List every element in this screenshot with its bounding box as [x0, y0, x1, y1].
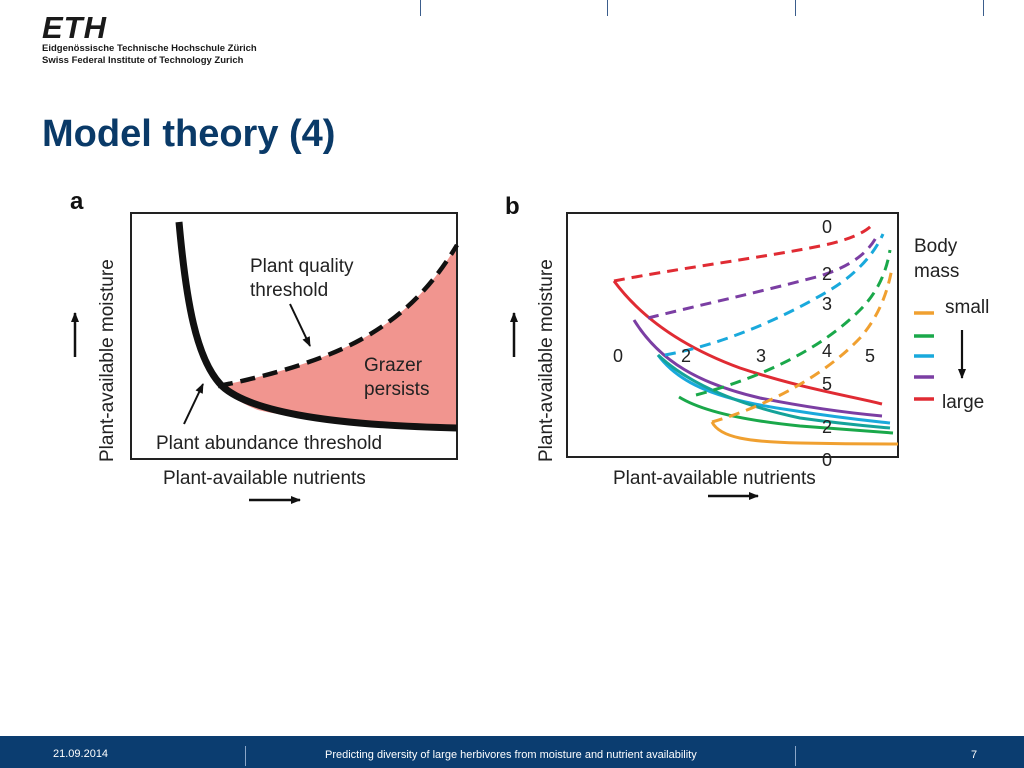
solid-curve-small-orange	[710, 421, 899, 446]
curve-number: 2	[681, 346, 691, 366]
footer-date: 21.09.2014	[53, 748, 109, 760]
legend-large-label: large	[942, 392, 984, 413]
solid-curve-large-red	[612, 280, 883, 406]
panel-a-frame	[130, 212, 458, 460]
header-divider	[420, 0, 421, 16]
dashed-curve-purple	[647, 233, 880, 320]
curve-number: 3	[822, 294, 832, 314]
curve-number: 0	[822, 450, 832, 470]
curve-number: 0	[822, 217, 832, 237]
label-plant-quality: Plant quality threshold	[250, 256, 359, 301]
panel-a-xlabel: Plant-available nutrients	[163, 468, 366, 489]
panel-a: a Plant quality threshold Grazer persist…	[70, 188, 459, 504]
dashed-curve-small-orange	[711, 267, 894, 424]
curve-number: 5	[822, 374, 832, 394]
dashed-curve-green	[695, 249, 892, 397]
eth-logo: ETH	[42, 10, 107, 45]
solid-curve-purple	[632, 319, 883, 418]
panel-a-ylabel: Plant-available moisture	[97, 259, 118, 462]
body-mass-legend: Body mass small large	[914, 236, 989, 413]
legend-small-label: small	[945, 297, 989, 318]
curve-number: 2	[822, 417, 832, 437]
footer-description: Predicting diversity of large herbivores…	[325, 749, 697, 761]
pointer-arrow-abundance	[183, 383, 204, 425]
legend-title: Body mass	[914, 236, 963, 282]
solid-curve-green	[678, 395, 894, 435]
plant-quality-threshold-curve	[217, 243, 459, 389]
label-grazer-persists: Grazer persists	[364, 355, 429, 400]
curve-number: 4	[822, 341, 832, 361]
footer-separator	[245, 746, 246, 766]
panel-a-letter: a	[70, 188, 84, 215]
label-plant-abundance: Plant abundance threshold	[156, 433, 382, 454]
curve-number: 5	[865, 346, 875, 366]
pointer-arrow-quality	[289, 303, 311, 347]
footer-bar: 21.09.2014 Predicting diversity of large…	[0, 736, 1024, 768]
curve-number: 2	[822, 264, 832, 284]
panel-b-frame	[566, 212, 899, 458]
plant-abundance-threshold-curve	[175, 221, 458, 432]
institution-name-de: Eidgenössische Technische Hochschule Zür…	[42, 43, 257, 54]
panel-b-letter: b	[505, 193, 520, 220]
panel-b-ylabel: Plant-available moisture	[536, 259, 557, 462]
dashed-curve-cyan	[664, 233, 885, 357]
curve-number: 0	[613, 346, 623, 366]
page-title: Model theory (4)	[42, 113, 336, 155]
page-number: 7	[971, 749, 978, 761]
curve-number: 3	[756, 346, 766, 366]
institution-name-en: Swiss Federal Institute of Technology Zu…	[42, 55, 244, 66]
header-divider	[607, 0, 608, 16]
header-divider	[983, 0, 984, 16]
footer-separator	[795, 746, 796, 766]
solid-curve-teal	[656, 353, 891, 430]
panel-b-xlabel: Plant-available nutrients	[613, 468, 816, 489]
header-divider	[795, 0, 796, 16]
grazer-persists-region	[218, 245, 457, 428]
solid-curve-cyan	[656, 354, 891, 425]
panel-b: b 0 2 3 4 5 2 0 0 2 3 5 Plant-avai	[505, 193, 989, 500]
